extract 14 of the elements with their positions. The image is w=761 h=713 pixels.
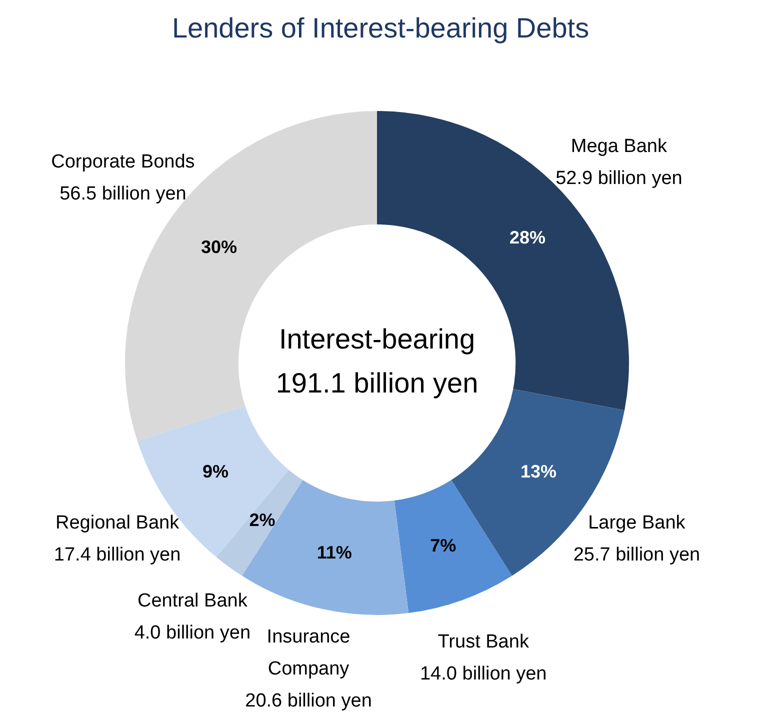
- slice-label: Large Bank 25.7 billion yen: [573, 512, 700, 566]
- data-label: 13%: [520, 462, 557, 482]
- chart-title: Lenders of Interest-bearing Debts: [172, 12, 590, 44]
- data-label: 11%: [316, 542, 352, 563]
- data-label: 30%: [200, 237, 238, 258]
- data-label: 7%: [430, 536, 456, 556]
- data-label: 9%: [202, 462, 228, 482]
- slice-label: Trust Bank 14.0 billion yen: [420, 632, 547, 685]
- data-label: 28%: [509, 227, 546, 248]
- text: Interest-bearing 191.1 billion yen: [276, 324, 478, 399]
- slice-label: Regional Bank 17.4 billion yen: [54, 512, 181, 566]
- slice-label: Corporate Bonds 56.5 billion yen: [51, 152, 195, 205]
- data-label: 2%: [249, 510, 276, 530]
- slice-label: Mega Bank 52.9 billion yen: [556, 136, 682, 190]
